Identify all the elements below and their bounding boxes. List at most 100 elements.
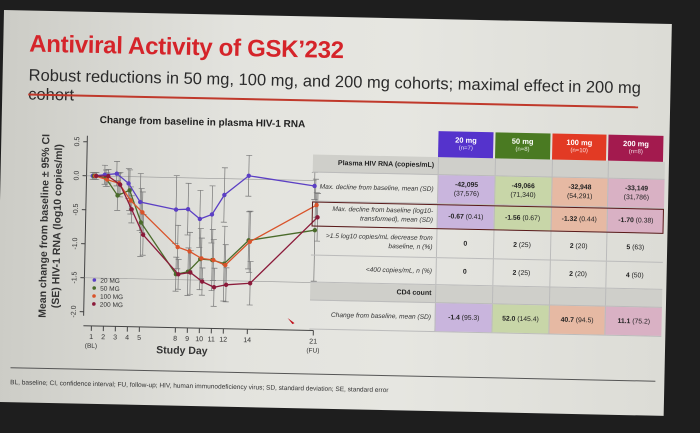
cell-sub: (63) (632, 243, 645, 251)
cell-main: 52.0 (502, 315, 516, 323)
x-tick-label: 14 (243, 337, 251, 344)
empty-cell (551, 159, 609, 178)
x-tick-label: 9 (185, 336, 189, 343)
results-table: 20 mg (n=7) 50 mg (n=8) 100 mg (n=10) 200 mg (n… (309, 129, 665, 337)
data-point (140, 210, 145, 215)
cell-main: 4 (625, 271, 630, 279)
cell-sub: (37,576) (453, 190, 480, 198)
cell-value: -49,066 (512, 182, 535, 191)
data-point (199, 279, 205, 284)
cell-main: 0 (462, 268, 467, 276)
cell-value: 2 (20) (570, 241, 588, 250)
cell-main: -1.56 (504, 214, 521, 222)
data-point (247, 281, 253, 286)
data-point (315, 215, 320, 220)
data-point (173, 207, 179, 212)
column-n: (n=8) (515, 146, 530, 154)
section-title: CD4 count (396, 289, 432, 298)
legend-marker (92, 286, 96, 290)
cell-sub: (71,340) (510, 191, 536, 200)
y-tick-label: 0.5 (74, 137, 81, 147)
table-cell: 5 (63) (606, 232, 664, 262)
chart-plot: 0.5 0.0 -0.5 -1.0 -1.5 -2.0 1 (BL) 2 3 4 5 8 9 10 11 12 1… (71, 135, 322, 357)
row-label: >1.5 log10 copies/mL decrease from basel… (325, 232, 433, 252)
data-point (211, 257, 216, 263)
cell-main: 11.1 (617, 317, 631, 325)
cell-sub: (145.4) (517, 315, 539, 323)
series-line-50-mg (93, 175, 315, 275)
column-n: (n=10) (570, 147, 588, 155)
cell-value: 2 (25) (513, 240, 531, 249)
table-cell: -0.67 (0.41) (436, 204, 495, 230)
table-cell: -32,948 (54,291) (550, 177, 608, 207)
row-label: Change from baseline, mean (SD) (330, 311, 432, 321)
header-spacer (313, 129, 439, 158)
legend-label: 100 MG (100, 294, 123, 301)
data-point (138, 199, 143, 205)
cell-main: -32,948 (568, 183, 592, 192)
table-cell: 4 (50) (605, 261, 663, 289)
cell-sub: (0.44) (578, 215, 597, 223)
empty-cell (548, 287, 606, 306)
cell-main: 40.7 (560, 316, 574, 324)
data-point (222, 192, 227, 198)
data-point (128, 198, 133, 203)
column-n: (n=8) (628, 149, 643, 156)
table-cell: -1.70 (0.38) (606, 207, 664, 233)
cell-value: 2 (25) (512, 268, 530, 277)
x-tick-label: 4 (125, 335, 129, 342)
legend-marker (92, 302, 96, 306)
data-point (106, 174, 111, 179)
data-point (188, 270, 193, 275)
cell-main: -0.67 (448, 212, 464, 221)
y-tick-label: 0.0 (73, 171, 80, 181)
empty-cell (494, 158, 552, 177)
data-point (127, 188, 132, 193)
cell-main: 2 (512, 269, 517, 277)
cell-value: -33,149 (625, 184, 648, 193)
data-point (104, 177, 110, 182)
cell-main: -49,066 (511, 182, 535, 191)
table-cell: -42,095 (37,576) (437, 175, 495, 205)
cell-sub: (0.38) (635, 216, 654, 225)
data-point (312, 227, 318, 233)
empty-cell (435, 285, 493, 304)
table-cell: -33,149 (31,786) (607, 178, 665, 208)
cell-sub: (50) (631, 271, 644, 279)
cell-main: 0 (463, 240, 468, 248)
column-header-100mg: 100 mg (n=10) (551, 133, 607, 161)
cell-sub: (31,786) (623, 194, 650, 202)
row-label: <400 copies/mL, n (%) (365, 266, 433, 275)
x-tick-label: 12 (219, 337, 227, 344)
x-tick-label: 8 (173, 336, 177, 343)
empty-cell (491, 286, 549, 305)
cell-sub: (95.3) (461, 314, 480, 322)
table-cell: -1.4 (95.3) (434, 303, 492, 333)
data-point (126, 181, 131, 186)
data-point (312, 183, 317, 189)
cell-value: 40.7 (94.5) (561, 315, 594, 325)
data-point (247, 239, 253, 244)
empty-cell (607, 160, 665, 179)
table-cell: 52.0 (145.4) (491, 304, 549, 334)
legend-label: 50 MG (100, 286, 120, 293)
column-n: (n=7) (458, 145, 473, 152)
empty-cell (605, 288, 663, 307)
cell-sub: (20) (575, 242, 588, 250)
table-cell: 11.1 (75.2) (604, 306, 662, 336)
legend-label: 20 MG (100, 278, 120, 285)
x-tick-sublabel: (BL) (85, 343, 97, 350)
cell-value: -42,095 (455, 180, 478, 189)
column-header-50mg: 50 mg (n=8) (494, 132, 551, 160)
x-tick-label: 10 (195, 336, 203, 343)
cell-main: 2 (569, 270, 574, 278)
section-title: Plasma HIV RNA (copies/mL) (337, 160, 435, 170)
x-tick-label: 11 (207, 336, 215, 343)
data-point (199, 256, 204, 261)
cell-main: 5 (626, 243, 631, 251)
slide-title: Antiviral Activity of GSK’232 (29, 30, 345, 65)
y-tick-label: -1.0 (72, 237, 79, 249)
table-row: Change from baseline, mean (SD) -1.4 (95.… (309, 300, 662, 337)
y-tick-label: -0.5 (73, 203, 80, 215)
x-tick-label: 3 (113, 334, 117, 341)
